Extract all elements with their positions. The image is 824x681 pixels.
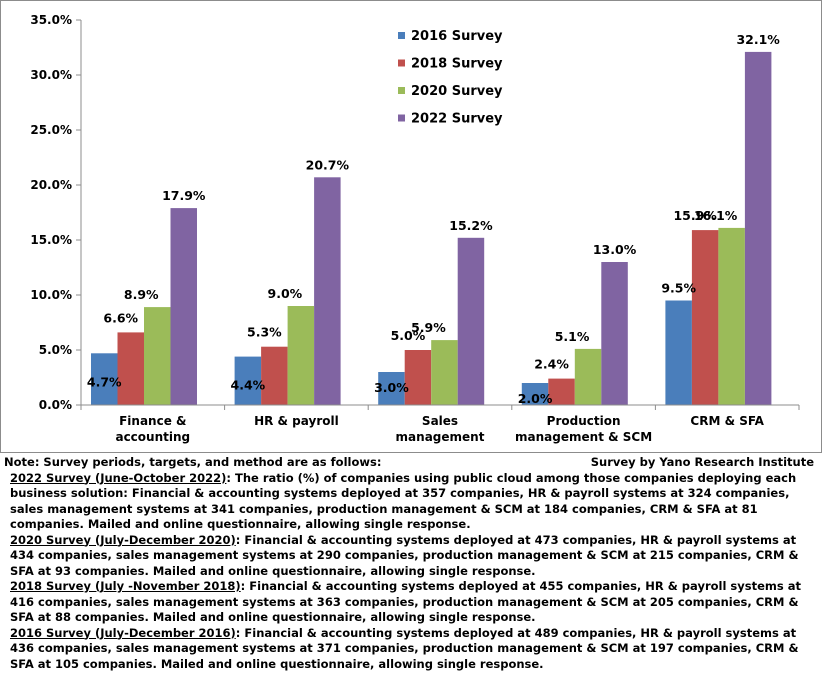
source-credit: Survey by Yano Research Institute [590,455,814,469]
data-label: 2.4% [534,357,569,372]
data-label: 8.9% [124,287,159,302]
x-category-label: HR & payroll [254,414,339,428]
notes-header: Note: Survey periods, targets, and metho… [4,455,820,471]
survey-note-text: : Financial & accounting systems deploye… [10,532,799,578]
survey-note-text: : Financial & accounting systems deploye… [10,579,801,624]
y-tick-label: 25.0% [30,123,72,137]
survey-note-2016: 2016 Survey (July-December 2016): Financ… [4,626,820,673]
survey-note-2018: 2018 Survey (July -November 2018): Finan… [4,579,820,626]
legend-swatch [398,32,405,39]
bar-2018-survey [548,378,575,405]
data-label: 20.7% [306,157,350,172]
survey-note-heading: 2020 Survey (July-December 2020) [10,532,236,547]
survey-note-2020: 2020 Survey (July-December 2020): Financ… [4,533,820,580]
bar-2018-survey [117,332,144,405]
y-tick-label: 0.0% [39,398,72,412]
bar-2016-survey [521,383,549,405]
survey-note-heading: 2016 Survey (July-December 2016) [10,625,236,640]
bar-2022-survey [457,237,485,405]
bar-2020-survey [144,307,171,405]
data-label: 16.1% [694,208,738,223]
bar-2022-survey [314,177,341,405]
y-tick-label: 15.0% [30,233,72,247]
bar-2018-survey [261,346,288,405]
data-label: 15.9% [673,208,717,223]
data-label: 5.9% [411,320,446,335]
legend-swatch [398,114,405,122]
bar-2018-survey [691,230,719,405]
x-category-label: Sales [422,414,458,428]
data-label: 15.2% [449,218,493,233]
data-label: 32.1% [736,32,780,47]
legend-swatch [398,59,405,67]
survey-note-2022: 2022 Survey (June-October 2022): The rat… [4,471,820,533]
survey-note-heading: 2018 Survey (July -November 2018) [10,579,241,593]
notes-section: Note: Survey periods, targets, and metho… [4,455,820,672]
bar-2016-survey [234,356,262,405]
y-tick-label: 35.0% [30,13,72,27]
notes-intro: Note: Survey periods, targets, and metho… [4,455,382,469]
bar-2016-survey [378,372,405,405]
bar-2016-survey [665,300,692,405]
data-label: 4.4% [231,378,266,393]
survey-note-text: : The ratio (%) of companies using publi… [10,470,797,532]
data-label: 6.6% [103,310,138,325]
x-category-label: CRM & SFA [690,414,764,428]
bar-2020-survey [574,348,602,405]
legend-label: 2016 Survey [411,29,503,44]
bar-2022-survey [601,262,628,405]
data-label: 9.5% [661,281,696,296]
data-label: 4.7% [87,374,122,389]
x-category-label: management [396,430,485,444]
bar-2022-survey [170,208,197,405]
bar-2018-survey [404,350,432,405]
x-category-label: Finance & [119,414,186,428]
y-tick-label: 30.0% [30,68,72,82]
legend-label: 2018 Survey [411,57,503,72]
data-label: 5.3% [247,325,282,340]
bar-2020-survey [431,340,458,405]
legend-label: 2020 Survey [411,84,503,99]
bar-chart: 0.0% 5.0% 10.0% 15.0% 20.0% 25.0% 30.0% 35.0% Fi… [30,13,800,444]
data-label: 13.0% [593,242,637,257]
bar-2020-survey [287,306,315,405]
data-label: 5.0% [391,328,426,343]
bar-2016-survey [91,353,118,405]
chart-area: 0.0% 5.0% 10.0% 15.0% 20.0% 25.0% 30.0% 35.0% Fi… [0,0,822,453]
data-label: 3.0% [374,380,409,395]
bar-2020-survey [718,227,745,405]
y-tick-label: 10.0% [30,288,72,302]
survey-note-text: : Financial & accounting systems deploye… [10,625,799,671]
x-category-label: management & SCM [515,430,652,444]
x-category-label: Production [547,414,621,428]
data-label: 9.0% [268,286,303,301]
bar-2022-survey [744,51,772,406]
survey-note-heading: 2022 Survey (June-October 2022) [10,470,227,485]
data-label: 5.1% [555,329,590,344]
y-tick-label: 20.0% [30,178,72,192]
y-tick-label: 5.0% [39,343,72,357]
x-category-label: accounting [115,430,190,444]
legend-swatch [398,87,405,94]
data-label: 2.0% [518,391,553,406]
data-label: 17.9% [162,188,206,203]
legend-label: 2022 Survey [411,112,503,127]
